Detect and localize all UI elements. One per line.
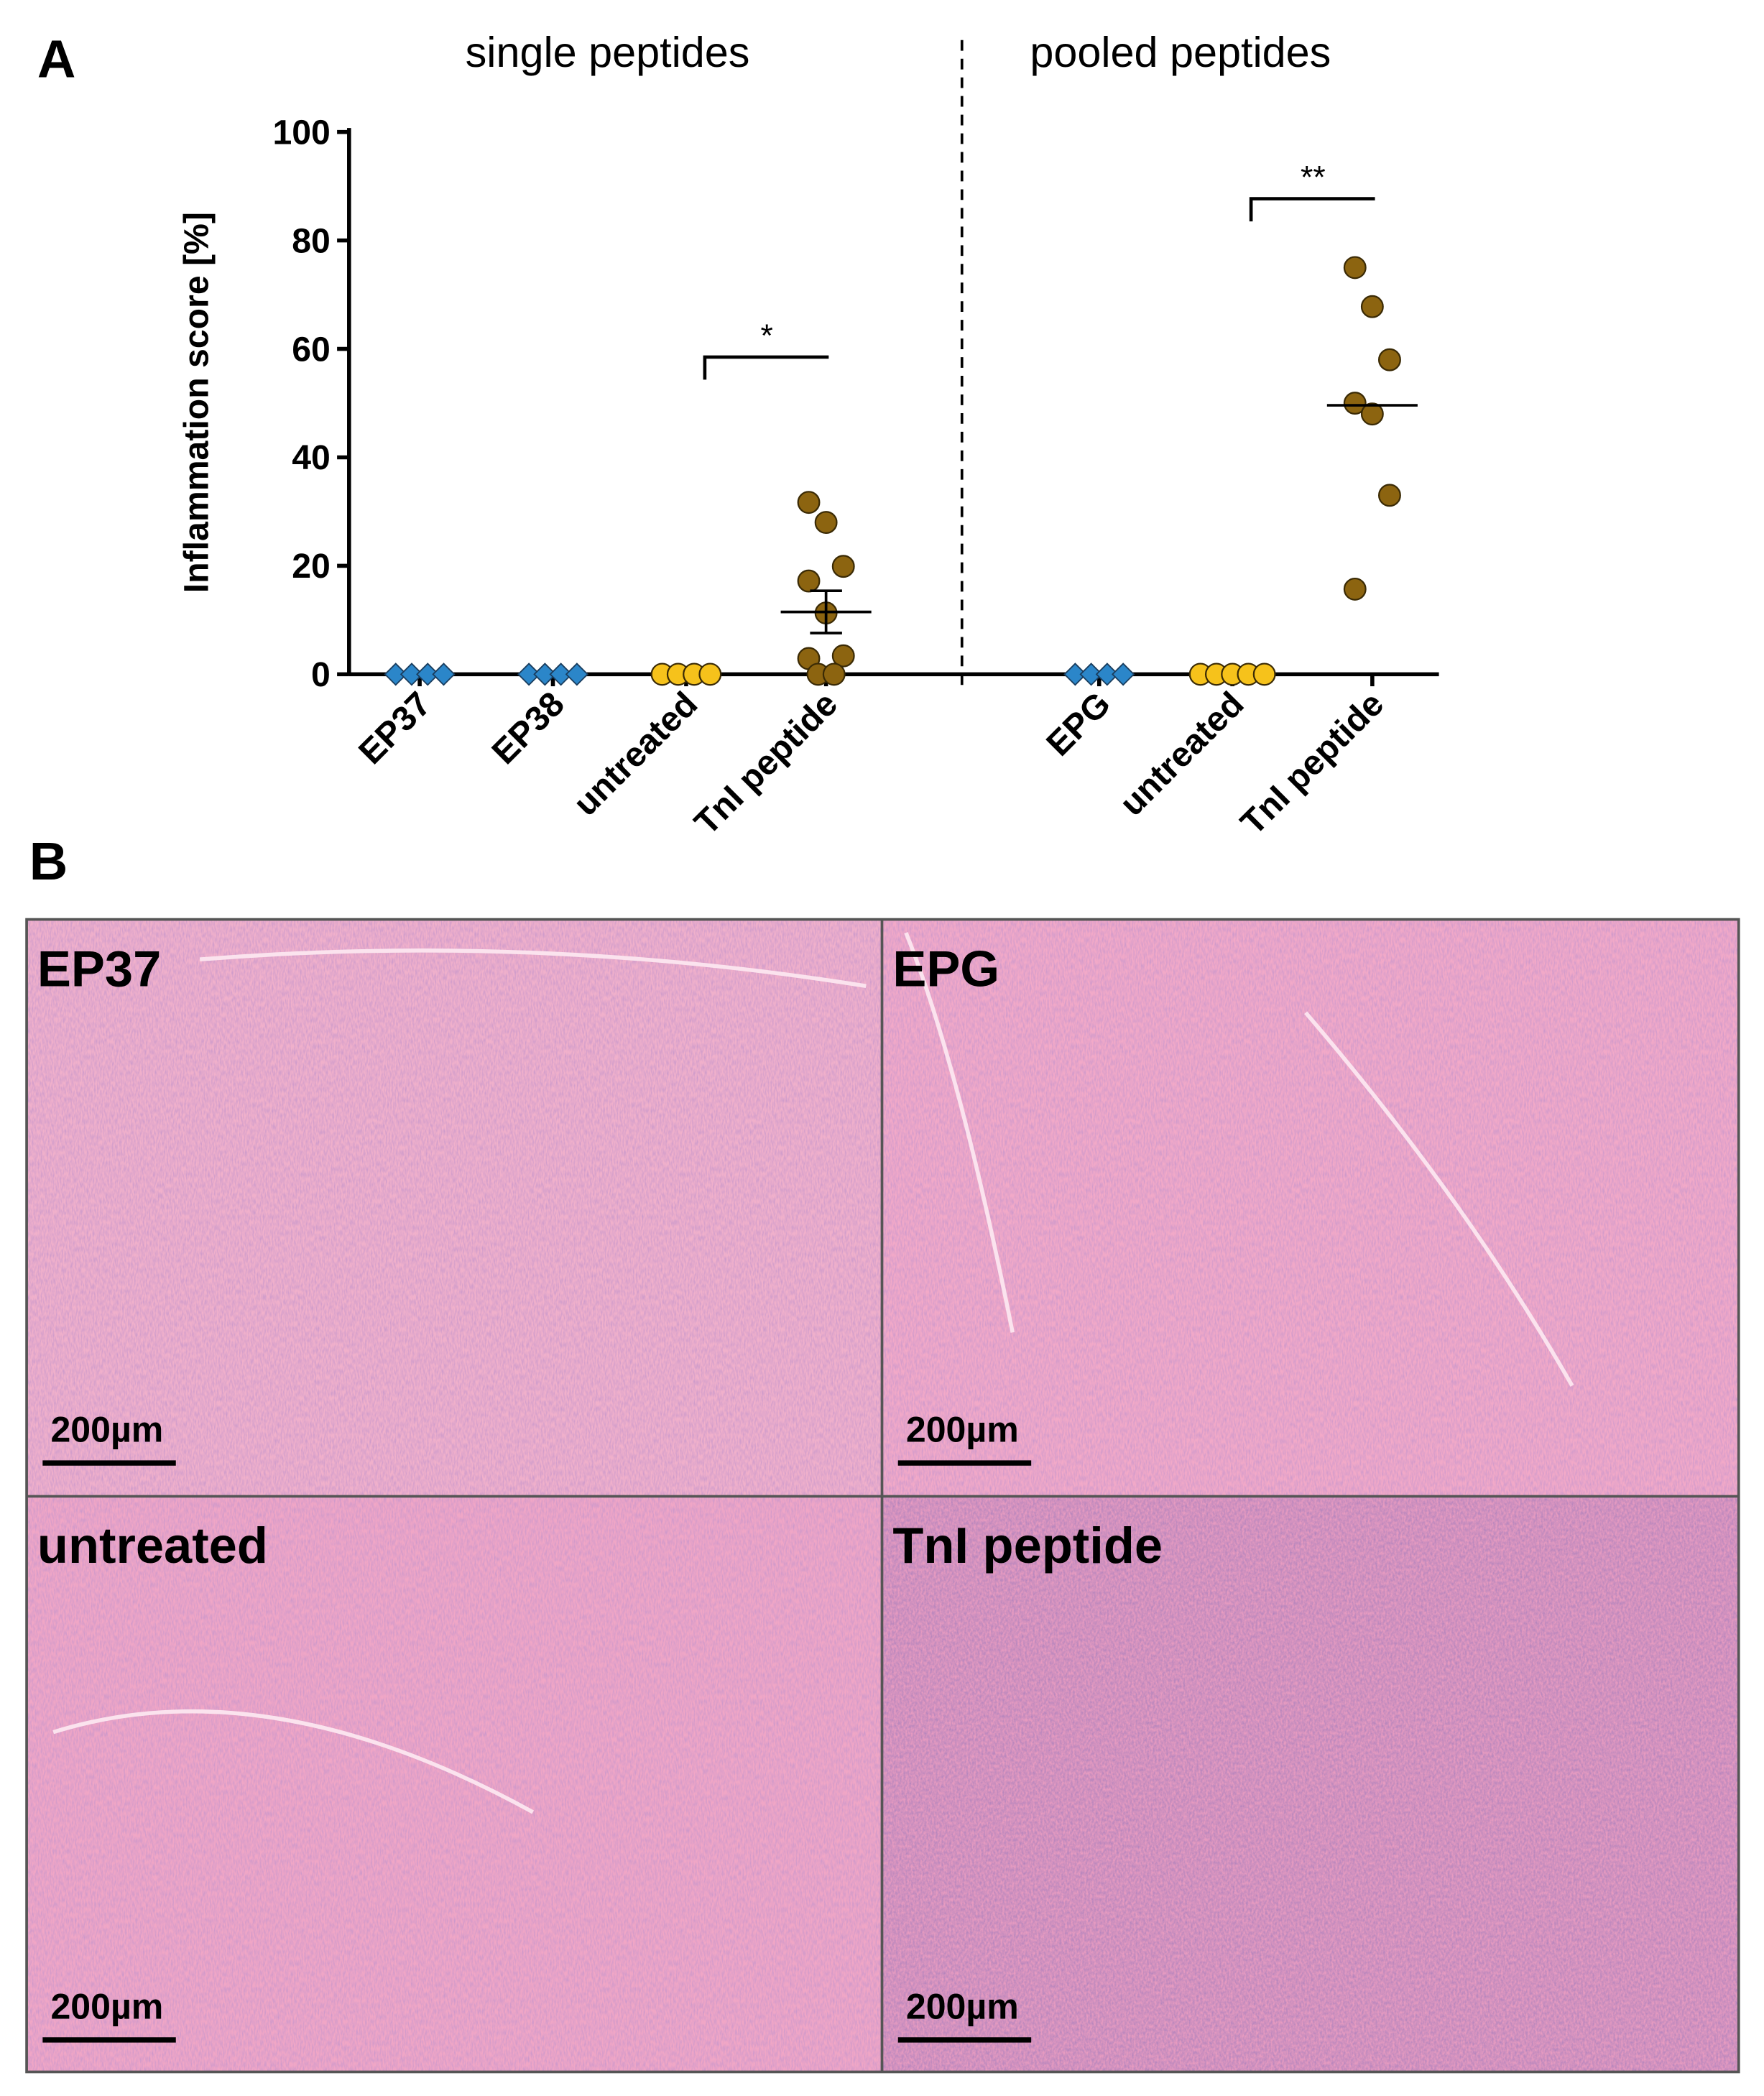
y-tick-label: 20 [292, 547, 331, 586]
data-point [797, 491, 821, 514]
data-point [831, 555, 855, 578]
error-bar [810, 589, 842, 634]
panel-border [25, 918, 1740, 2074]
x-tick-label: untreated [1112, 684, 1251, 823]
y-tick-label: 0 [311, 655, 331, 694]
section-label: pooled peptides [1030, 28, 1331, 76]
image-label: EP37 [37, 940, 161, 997]
histology-texture [27, 919, 882, 1497]
data-point [432, 662, 456, 686]
panel-label: B [29, 831, 68, 891]
data-point [1079, 662, 1103, 686]
scale-bar-label: 200µm [50, 1409, 163, 1449]
data-point [814, 511, 838, 535]
data-point [384, 662, 407, 686]
data-point [1378, 484, 1401, 507]
data-point [1343, 392, 1367, 415]
x-tick-label: untreated [566, 684, 705, 823]
data-point [549, 662, 573, 686]
y-tick-label: 40 [292, 438, 331, 477]
y-axis-label: Inflammation score [%] [177, 212, 216, 593]
data-point [565, 662, 589, 686]
histology-grid [25, 918, 1740, 2074]
histology-texture [27, 1496, 882, 2072]
data-point [1252, 662, 1276, 686]
significance-label: ** [1301, 160, 1326, 195]
data-point [416, 662, 440, 686]
histology-texture [882, 1496, 1739, 2072]
data-point [1343, 577, 1367, 601]
data-point [1360, 295, 1384, 318]
data-point [517, 662, 541, 686]
tissue-gap [52, 932, 1574, 1814]
data-point [797, 569, 821, 593]
data-point [1343, 256, 1367, 280]
y-tick-label: 80 [292, 221, 331, 260]
data-point [698, 662, 722, 686]
image-label: TnI peptide [892, 1517, 1163, 1574]
significance-bracket [703, 355, 829, 380]
data-point [400, 662, 424, 686]
data-point [822, 662, 846, 686]
data-point [1095, 662, 1119, 686]
scale-bar-label: 200µm [906, 1986, 1019, 2026]
data-point [1378, 348, 1401, 371]
significance-bracket [1249, 197, 1375, 222]
x-tick-label: EP37 [351, 684, 439, 772]
image-label: untreated [37, 1517, 268, 1574]
significance-label: * [760, 318, 772, 354]
section-label: single peptides [466, 28, 750, 76]
x-tick-label: EPG [1039, 684, 1118, 763]
data-point [1063, 662, 1087, 686]
x-tick-label: TnI peptide [687, 684, 845, 842]
y-tick-label: 60 [292, 330, 331, 369]
scale-bar-label: 200µm [906, 1409, 1019, 1449]
x-tick-label: TnI peptide [1233, 684, 1391, 842]
x-tick-label: EP38 [484, 684, 572, 772]
scale-bar-label: 200µm [50, 1986, 163, 2026]
image-label: EPG [892, 940, 999, 997]
panel-label: A [37, 29, 76, 89]
data-point [533, 662, 557, 686]
data-point [1111, 662, 1135, 686]
data-point [1360, 402, 1384, 426]
y-tick-label: 100 [272, 113, 330, 152]
data-point [831, 644, 855, 668]
